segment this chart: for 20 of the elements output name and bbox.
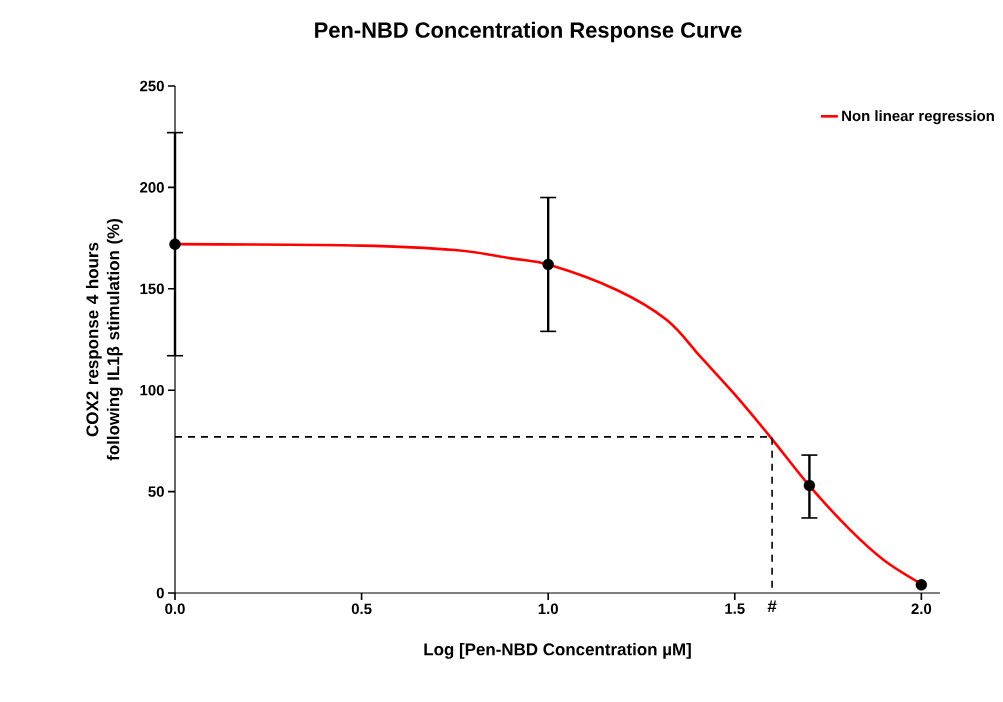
point	[169, 238, 181, 250]
x-tick-label: 1.5	[725, 603, 745, 614]
y-tick-label: 150	[140, 283, 164, 295]
y-tick-label: 200	[140, 182, 164, 193]
legend-label: Non linear regression	[842, 110, 994, 125]
x-tick-label: 0.5	[351, 603, 372, 615]
annotation: #	[767, 600, 777, 613]
y-tick-label: 50	[148, 486, 164, 497]
point	[542, 258, 554, 271]
y-tick-label: 250	[140, 80, 164, 92]
point	[803, 479, 816, 492]
x-tick-label: 2.0	[911, 603, 932, 615]
y-tick-label: 0	[156, 587, 164, 599]
chart-title: Pen-NBD Concentration Response Curve	[315, 21, 742, 43]
point	[915, 579, 928, 591]
x-axis-title: Log [Pen-NBD Concentration µM]	[424, 642, 691, 659]
y-tick-label: 100	[140, 384, 164, 396]
x-tick-label: 0.0	[165, 603, 185, 615]
y-axis-title: COX2 response 4 hours following IL1β stimulation (%)	[85, 218, 123, 461]
x-tick-label: 1.0	[538, 603, 558, 615]
